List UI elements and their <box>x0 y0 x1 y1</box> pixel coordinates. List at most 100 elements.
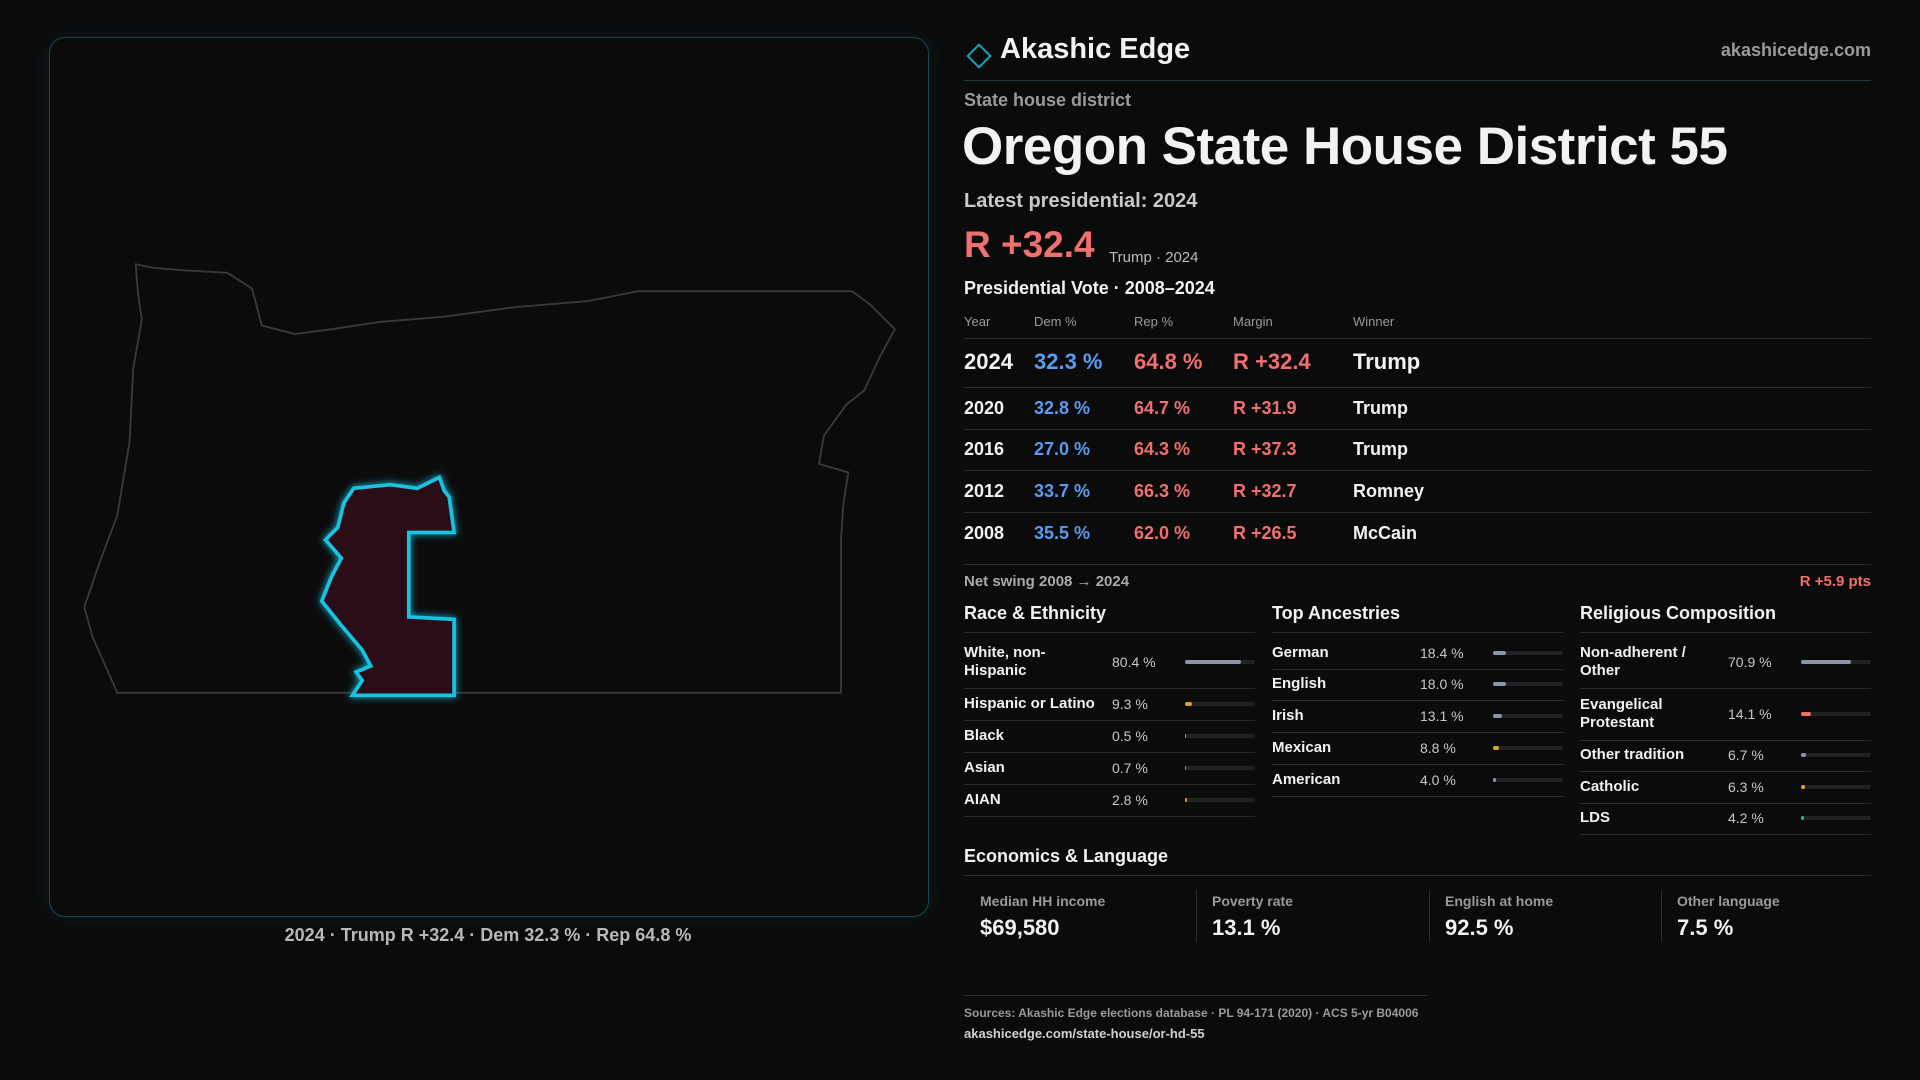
bar <box>1185 798 1187 802</box>
divider <box>1272 796 1563 797</box>
stat-label: Irish <box>1272 707 1304 724</box>
divider <box>1272 700 1563 701</box>
headline-note: Trump · 2024 <box>1109 249 1199 266</box>
stat-value: 6.7 % <box>1728 747 1764 763</box>
table-cell: 27.0 % <box>1034 439 1091 459</box>
column-header: Margin <box>1233 314 1273 329</box>
bar-track <box>1185 734 1255 738</box>
table-cell: R +37.3 <box>1233 439 1297 459</box>
kicker: State house district <box>964 90 1132 110</box>
panel: Race & Ethnicity White, non-Hispanic 80.4 … <box>964 0 1255 1080</box>
divider <box>1580 834 1871 835</box>
brand-site: akashicedge.com <box>1720 40 1871 60</box>
table-cell: 33.7 % <box>1034 481 1091 501</box>
table-cell: 64.3 % <box>1134 439 1191 459</box>
divider <box>964 632 1255 633</box>
divider <box>1661 890 1662 942</box>
table-cell: Trump <box>1353 349 1421 374</box>
bar <box>1185 660 1242 664</box>
bar-track <box>1493 746 1563 750</box>
headline-margin: R +32.4 <box>964 224 1095 265</box>
stat-label: Black <box>964 727 1005 744</box>
bar <box>1493 746 1500 750</box>
bar-track <box>1185 766 1255 770</box>
econ-value: $69,580 <box>980 915 1060 940</box>
panel: Top Ancestries German 18.4 % English 18.0 % I… <box>1272 0 1563 1080</box>
divider <box>964 512 1871 513</box>
divider <box>964 752 1255 753</box>
table-cell: R +26.5 <box>1233 523 1297 543</box>
table-cell: 64.7 % <box>1134 398 1191 418</box>
table-cell: 2020 <box>964 398 1005 418</box>
bar-track <box>1493 714 1563 718</box>
map-caption: 2024 · Trump R +32.4 · Dem 32.3 % · Rep … <box>284 925 692 945</box>
stat-value: 8.8 % <box>1420 740 1456 756</box>
latest-label: Latest presidential: 2024 <box>964 190 1198 212</box>
stat-label: Evangelical Protestant <box>1580 696 1663 731</box>
stat-value: 18.4 % <box>1420 645 1464 661</box>
divider <box>964 784 1255 785</box>
vote-table: Year Dem % Rep % Margin Winner 2024 32.3 % 64.8… <box>964 306 1871 566</box>
divider <box>964 720 1255 721</box>
stat-value: 80.4 % <box>1112 654 1156 670</box>
bar <box>1801 785 1806 789</box>
divider <box>964 470 1871 471</box>
table-cell: R +32.4 <box>1233 349 1311 374</box>
title: Oregon State House District 55 <box>962 117 1728 176</box>
econ-value: 92.5 % <box>1445 915 1514 940</box>
econ-value: 7.5 % <box>1677 915 1734 940</box>
divider <box>964 338 1871 339</box>
divider <box>1272 669 1563 670</box>
stat-label: Hispanic or Latino <box>964 695 1095 712</box>
table-cell: 62.0 % <box>1134 523 1191 543</box>
stat-value: 2.8 % <box>1112 792 1148 808</box>
table-title: Presidential Vote · 2008–2024 <box>964 278 1215 298</box>
panel: Religious Composition Non-adherent / Othe… <box>1580 0 1871 1080</box>
table-cell: 2016 <box>964 439 1005 459</box>
bar-track <box>1185 702 1255 706</box>
divider <box>1272 632 1563 633</box>
divider <box>964 688 1255 689</box>
divider <box>964 875 1871 876</box>
stat-label: AIAN <box>964 791 1001 808</box>
bar <box>1801 816 1804 820</box>
panel-title: Race & Ethnicity <box>964 603 1107 623</box>
divider <box>1429 890 1430 942</box>
stat-value: 6.3 % <box>1728 779 1764 795</box>
bar-track <box>1493 778 1563 782</box>
divider <box>1580 771 1871 772</box>
bar-track <box>1493 682 1563 686</box>
econ-title: Economics & Language <box>964 846 1169 866</box>
map <box>83 263 897 698</box>
table-cell: Trump <box>1353 439 1409 459</box>
column-header: Year <box>964 314 991 329</box>
bar-track <box>1801 816 1871 820</box>
stat-label: LDS <box>1580 809 1610 826</box>
stat-value: 0.5 % <box>1112 728 1148 744</box>
divider <box>1580 688 1871 689</box>
table-cell: 32.3 % <box>1034 349 1103 374</box>
panel-title: Top Ancestries <box>1272 603 1401 623</box>
stat-value: 18.0 % <box>1420 676 1464 692</box>
stat-label: English <box>1272 675 1327 692</box>
net-swing-value: R +5.9 pts <box>1799 573 1871 590</box>
bar <box>1801 753 1806 757</box>
logo <box>966 43 992 69</box>
table-cell: 2024 <box>964 349 1013 374</box>
panel-title: Religious Composition <box>1580 603 1776 623</box>
table-cell: 2008 <box>964 523 1005 543</box>
state-outline <box>83 263 897 694</box>
stat-label: German <box>1272 644 1329 661</box>
stat-label: American <box>1272 771 1341 788</box>
divider <box>1580 803 1871 804</box>
stat-label: Asian <box>964 759 1005 776</box>
bar <box>1493 714 1503 718</box>
column-header: Dem % <box>1034 314 1077 329</box>
table-cell: 2012 <box>964 481 1005 501</box>
stat-label: White, non-Hispanic <box>964 644 1046 679</box>
divider <box>1272 764 1563 765</box>
econ-label: English at home <box>1445 893 1554 909</box>
econ-label: Other language <box>1677 893 1780 909</box>
column-header: Rep % <box>1134 314 1174 329</box>
bar-track <box>1801 660 1871 664</box>
